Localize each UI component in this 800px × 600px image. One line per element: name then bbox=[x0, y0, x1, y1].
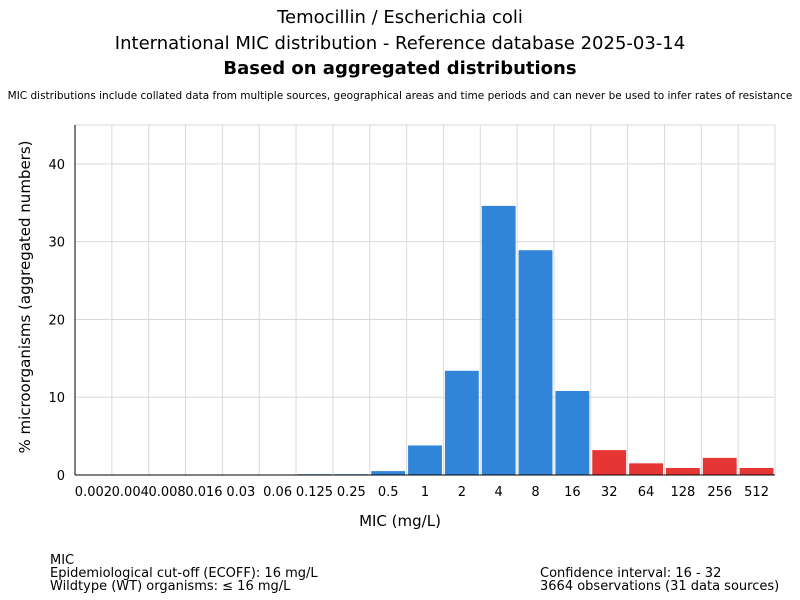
chart-title-line3: Based on aggregated distributions bbox=[223, 58, 577, 79]
x-tick-label: 1 bbox=[421, 485, 429, 500]
bar-512 bbox=[739, 468, 774, 475]
x-tick-label: 0.002 bbox=[75, 485, 112, 500]
x-tick-label: 128 bbox=[670, 485, 695, 500]
x-tick-label: 256 bbox=[707, 485, 732, 500]
x-tick-label: 32 bbox=[601, 485, 618, 500]
chart-title-line1: Temocillin / Escherichia coli bbox=[277, 7, 523, 28]
bar-1 bbox=[408, 445, 442, 475]
footer-confidence: Confidence interval: 16 - 32 bbox=[540, 566, 722, 581]
x-tick-label: 0.03 bbox=[226, 485, 255, 500]
bar-8 bbox=[518, 250, 553, 475]
y-tick-label: 0 bbox=[57, 469, 65, 484]
x-tick-label: 2 bbox=[458, 485, 466, 500]
footer-ecoff: Epidemiological cut-off (ECOFF): 16 mg/L bbox=[50, 566, 318, 581]
bar-256 bbox=[702, 457, 737, 475]
x-axis-label: MIC (mg/L) bbox=[359, 512, 441, 530]
disclaimer-note: MIC distributions include collated data … bbox=[7, 90, 793, 102]
bar-128 bbox=[665, 468, 700, 475]
x-tick-label: 16 bbox=[564, 485, 581, 500]
bars bbox=[297, 205, 774, 475]
footer-observations: 3664 observations (31 data sources) bbox=[540, 579, 780, 594]
bar-64 bbox=[629, 463, 663, 475]
chart-title-line2: International MIC distribution - Referen… bbox=[114, 33, 686, 54]
grid bbox=[74, 124, 776, 476]
footer-right: Confidence interval: 16 - 32 3664 observ… bbox=[540, 567, 779, 593]
x-tick-label: 512 bbox=[744, 485, 769, 500]
y-tick-label: 30 bbox=[48, 236, 65, 251]
x-tick-label: 0.016 bbox=[185, 485, 222, 500]
bar-4 bbox=[481, 205, 516, 475]
y-tick-label: 10 bbox=[48, 391, 65, 406]
axes bbox=[74, 125, 775, 476]
bar-32 bbox=[592, 450, 627, 475]
bar-0.5 bbox=[371, 471, 406, 475]
x-tick-label: 0.25 bbox=[337, 485, 366, 500]
x-tick-label: 0.008 bbox=[148, 485, 185, 500]
bar-2 bbox=[444, 370, 479, 475]
x-tick-label: 0.125 bbox=[296, 485, 333, 500]
x-tick-label: 4 bbox=[495, 485, 503, 500]
bar-16 bbox=[555, 391, 590, 475]
x-tick-label: 8 bbox=[531, 485, 539, 500]
x-tick-label: 0.004 bbox=[112, 485, 149, 500]
footer-left: MIC Epidemiological cut-off (ECOFF): 16 … bbox=[50, 554, 318, 593]
x-tick-label: 0.5 bbox=[378, 485, 399, 500]
footer-wildtype: Wildtype (WT) organisms: ≤ 16 mg/L bbox=[50, 579, 291, 594]
y-tick-label: 40 bbox=[48, 158, 65, 173]
y-tick-label: 20 bbox=[48, 313, 65, 328]
y-axis-label: % microorganisms (aggregated numbers) bbox=[16, 140, 34, 453]
x-tick-label: 0.06 bbox=[263, 485, 292, 500]
tick-labels: 0 10 20 30 40 0.002 0.004 0.008 0.016 0.03 0.06 0.1… bbox=[48, 158, 769, 500]
x-tick-label: 64 bbox=[638, 485, 655, 500]
footer-mic-label: MIC bbox=[50, 553, 75, 568]
